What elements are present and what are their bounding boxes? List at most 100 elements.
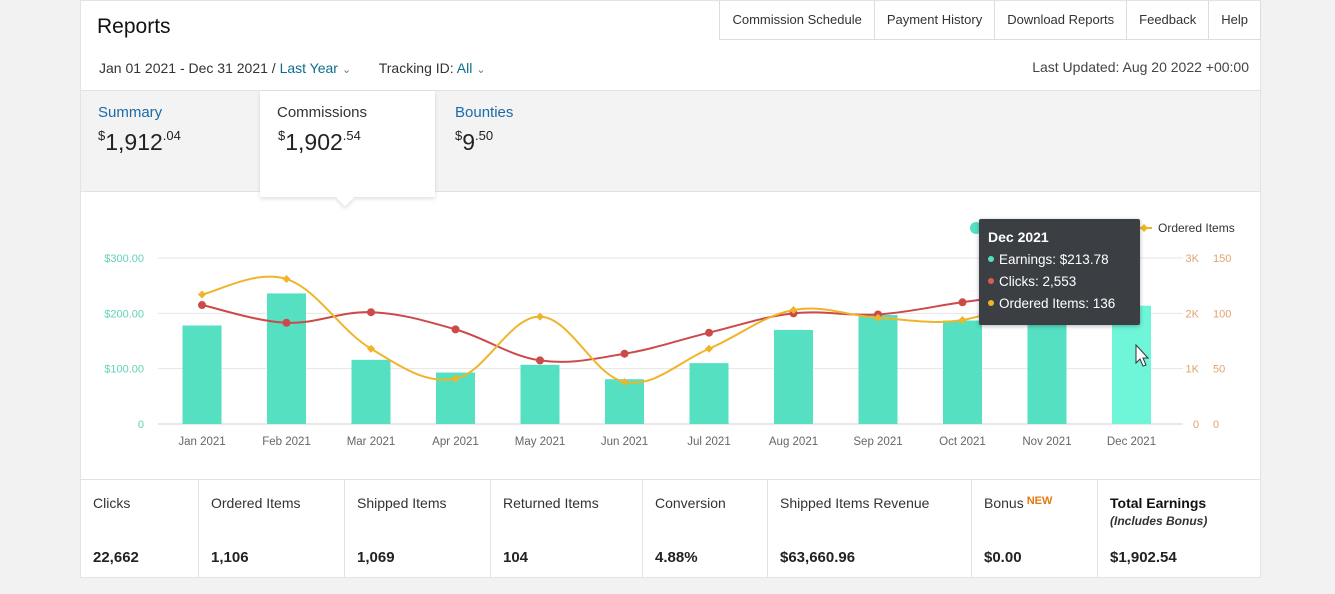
- stat-label: Conversion: [655, 495, 726, 511]
- x-axis-tick: Jan 2021: [178, 436, 225, 448]
- items-axis-tick: 50: [1213, 364, 1225, 376]
- clicks-axis-tick: 1K: [1186, 364, 1200, 376]
- summary-amount: $1,912.04: [98, 128, 181, 155]
- bounties-amount: $9.50: [455, 128, 494, 155]
- clicks-point: [282, 318, 291, 327]
- clicks-point: [536, 356, 544, 365]
- tooltip-earnings: Earnings: $213.78: [988, 252, 1109, 267]
- earnings-bar: [1027, 306, 1067, 424]
- page-title: Reports: [97, 15, 171, 38]
- left-axis-tick: $100.00: [104, 364, 144, 376]
- stat-label: Returned Items: [503, 495, 599, 511]
- ordered-items-point: [536, 312, 544, 321]
- items-axis-tick: 100: [1213, 308, 1231, 320]
- tab-commissions[interactable]: Commissions $1,902.54: [260, 91, 435, 207]
- earnings-bar: [689, 363, 729, 424]
- last-updated-text: Last Updated: Aug 20 2022 +00:00: [1032, 59, 1249, 75]
- stat-label: Bonus NEW: [984, 495, 1053, 511]
- mouse-cursor-icon: [1135, 343, 1150, 367]
- stat-sublabel: (Includes Bonus): [1110, 514, 1208, 528]
- stat-value: $63,660.96: [780, 549, 856, 566]
- commission-schedule-link[interactable]: Commission Schedule: [720, 1, 875, 39]
- earnings-bar: [267, 293, 306, 424]
- chevron-down-icon[interactable]: ⌄: [341, 64, 352, 76]
- stat-value: 1,106: [211, 549, 249, 566]
- clicks-point: [367, 308, 375, 317]
- stat-ordered-items: Ordered Items 1,106: [199, 480, 345, 578]
- ordered-items-point: [789, 306, 798, 315]
- items-axis-tick: 150: [1213, 253, 1231, 265]
- period-dropdown[interactable]: Last Year: [279, 60, 338, 76]
- tooltip-clicks: Clicks: 2,553: [988, 274, 1076, 289]
- clicks-axis-tick: 0: [1193, 419, 1199, 431]
- earnings-bar: [351, 359, 391, 424]
- stat-value: 4.88%: [655, 549, 698, 566]
- x-axis-tick: Dec 2021: [1107, 436, 1156, 448]
- tracking-id-dropdown[interactable]: All: [456, 60, 473, 76]
- tooltip-ordered: Ordered Items: 136: [988, 296, 1115, 311]
- x-axis-tick: May 2021: [515, 436, 566, 448]
- ordered-items-point: [874, 313, 882, 322]
- stat-shipped-revenue: Shipped Items Revenue $63,660.96: [768, 480, 972, 578]
- stat-value: 1,069: [357, 549, 395, 566]
- clicks-point: [958, 298, 967, 307]
- clicks-point: [620, 349, 629, 358]
- ordered-items-point: [282, 275, 291, 284]
- legend-label: Ordered Items: [1158, 221, 1235, 235]
- feedback-link[interactable]: Feedback: [1127, 1, 1210, 39]
- stat-bonus: Bonus NEW $0.00: [972, 480, 1098, 578]
- earnings-chart: 0 $100.00 $200.00 $300.00 0 1K 2K 3K 0 50 100 150 Ja…: [104, 221, 1235, 448]
- stat-label: Shipped Items Revenue: [780, 495, 930, 511]
- ordered-items-point: [367, 344, 375, 353]
- stat-conversion: Conversion 4.88%: [643, 480, 768, 578]
- stat-value: 22,662: [93, 549, 139, 566]
- ordered-items-point: [958, 315, 967, 324]
- report-tabs: Summary $1,912.04 Commissions $1,902.54 …: [81, 90, 1260, 207]
- clicks-point: [705, 328, 713, 337]
- stat-total-earnings: Total Earnings (Includes Bonus) $1,902.54: [1098, 480, 1260, 578]
- earnings-bar: [943, 320, 982, 424]
- chevron-down-icon[interactable]: ⌄: [476, 64, 486, 76]
- x-axis-tick: Oct 2021: [939, 436, 986, 448]
- x-axis-tick: Nov 2021: [1022, 436, 1071, 448]
- clicks-line: [201, 281, 1132, 363]
- x-axis-tick: Apr 2021: [432, 436, 479, 448]
- stat-value: $1,902.54: [1110, 549, 1177, 566]
- stat-clicks: Clicks 22,662: [81, 480, 199, 578]
- x-axis-tick: Mar 2021: [347, 436, 396, 448]
- x-axis-tick: Feb 2021: [262, 436, 311, 448]
- earnings-bar: [858, 314, 898, 424]
- stat-label: Ordered Items: [211, 495, 301, 511]
- ordered-items-point: [451, 374, 460, 383]
- left-axis-tick: $200.00: [104, 308, 144, 320]
- clicks-point: [451, 325, 460, 334]
- top-nav: Commission Schedule Payment History Down…: [719, 1, 1261, 40]
- x-axis-tick: Sep 2021: [853, 436, 902, 448]
- items-axis-tick: 0: [1213, 419, 1219, 431]
- ordered-dot-icon: [988, 300, 994, 307]
- tab-summary-label[interactable]: Summary: [98, 104, 163, 121]
- earnings-bar: [605, 379, 644, 424]
- date-range-text: Jan 01 2021 - Dec 31 2021 /: [99, 60, 280, 76]
- stat-value: 104: [503, 549, 529, 566]
- earnings-bar: [182, 325, 222, 424]
- ordered-items-point: [198, 290, 206, 299]
- help-link[interactable]: Help: [1209, 1, 1261, 39]
- x-axis-tick: Jun 2021: [601, 436, 648, 448]
- report-filters: Jan 01 2021 - Dec 31 2021 / Last Year ⌄ T…: [99, 60, 486, 76]
- stat-label: Total Earnings (Includes Bonus): [1110, 495, 1208, 528]
- payment-history-link[interactable]: Payment History: [875, 1, 996, 39]
- stat-value: $0.00: [984, 549, 1022, 566]
- tab-commissions-label[interactable]: Commissions: [277, 104, 368, 121]
- reports-panel: Reports Commission Schedule Payment Hist…: [80, 0, 1261, 578]
- tracking-id-label: Tracking ID:: [378, 60, 457, 76]
- clicks-point: [198, 301, 206, 310]
- stat-label: Shipped Items: [357, 495, 447, 511]
- earnings-bar: [774, 329, 813, 424]
- new-badge: NEW: [1026, 495, 1053, 507]
- earnings-bar: [520, 364, 560, 424]
- stat-returned-items: Returned Items 104: [491, 480, 643, 578]
- stat-label: Clicks: [93, 495, 131, 511]
- tab-bounties-label[interactable]: Bounties: [455, 104, 514, 121]
- download-reports-link[interactable]: Download Reports: [995, 1, 1128, 39]
